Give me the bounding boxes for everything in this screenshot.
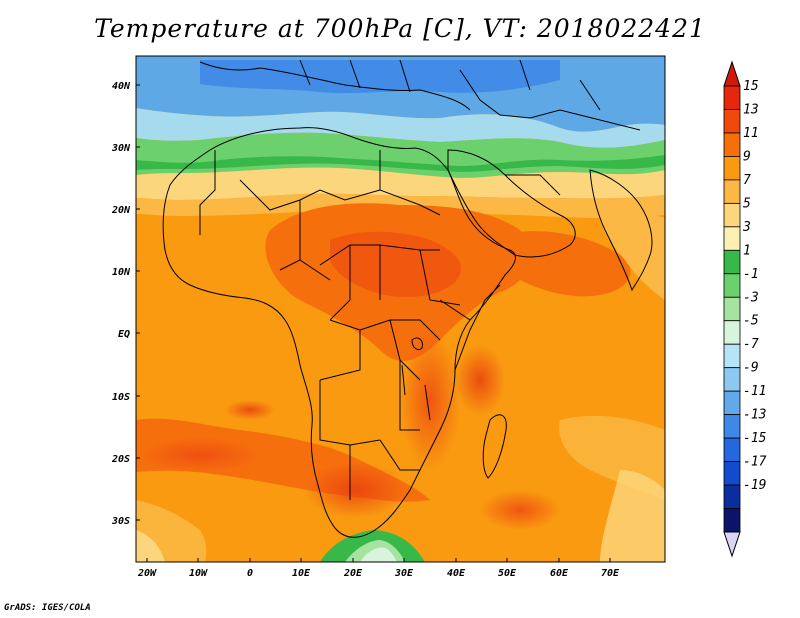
lon-tick-label: 10W [189, 568, 208, 579]
colorbar-bottom-arrow [723, 531, 741, 558]
colorbar-level-label: 3 [742, 220, 751, 235]
colorbar-level-label: 1 [743, 243, 751, 258]
lon-tick-label: 70E [601, 568, 620, 579]
colorbar-swatch [723, 132, 741, 157]
colorbar-level-label: 15 [743, 79, 759, 94]
lon-tick-label: 0 [247, 568, 253, 579]
colorbar-swatch [723, 109, 741, 134]
colorbar-swatch [723, 390, 741, 416]
colorbar-swatch [723, 85, 741, 110]
colorbar-level-label: -17 [743, 455, 767, 470]
colorbar-level-label: -9 [743, 361, 759, 376]
colorbar-legend: 15 13 11 9 7 5 3 1 -1 -3 -5 -7 -9 -11 -13 -15 -17 -19 [723, 60, 767, 558]
lon-tick-label: 20W [137, 568, 157, 579]
lat-tick-label: 30S [111, 516, 130, 527]
colorbar-swatch [723, 484, 741, 509]
colorbar-swatch [723, 273, 741, 298]
colorbar-swatch [723, 226, 741, 251]
colorbar-level-label: -7 [743, 337, 759, 352]
colorbar-level-label: 7 [743, 173, 751, 188]
colorbar-level-label: 11 [743, 126, 759, 141]
colorbar-swatch [723, 320, 741, 345]
lat-tick-label: 10S [112, 392, 130, 403]
map-frame [135, 55, 666, 563]
colorbar-level-label: 13 [743, 102, 759, 117]
lon-tick-label: 60E [550, 568, 569, 579]
lat-tick-label: 20S [111, 454, 130, 465]
colorbar-level-label: 9 [743, 149, 751, 164]
colorbar-swatch [723, 343, 741, 369]
lat-tick-label: 10N [112, 267, 131, 278]
credit-text: GrADS: IGES/COLA [4, 603, 91, 613]
colorbar-level-label: -5 [743, 314, 759, 329]
lat-tick-label: EQ [118, 329, 130, 340]
colorbar-swatch [723, 179, 741, 204]
colorbar-level-label: -19 [743, 478, 766, 493]
coastlines [162, 59, 653, 538]
colorbar-level-label: -15 [743, 431, 767, 446]
colorbar-level-label: -3 [743, 290, 759, 305]
lon-tick-label: 20E [343, 568, 363, 579]
lon-tick-label: 10E [292, 568, 311, 579]
lat-tick-label: 20N [111, 205, 131, 216]
colorbar-swatch [723, 508, 741, 533]
colorbar-swatch [723, 414, 741, 439]
colorbar-level-label: -1 [743, 267, 759, 282]
colorbar-level-label: 5 [743, 196, 751, 211]
temperature-field [136, 56, 665, 562]
map-title: Temperature at 700hPa [C], VT: 201802242… [94, 14, 706, 43]
colorbar-swatch [723, 296, 741, 322]
lon-tick-label: 40E [447, 568, 466, 579]
lat-tick-label: 30N [111, 143, 131, 154]
colorbar-swatch [723, 367, 741, 392]
colorbar-swatch [723, 156, 741, 181]
colorbar-swatch [723, 202, 741, 228]
lon-axis: 20W 10W 0 10E 20E 30E 40E 50E 60E 70E [137, 558, 620, 579]
colorbar-level-label: -13 [743, 408, 766, 423]
colorbar-swatch [723, 461, 741, 486]
lon-tick-label: 50E [498, 568, 517, 579]
colorbar-swatch [723, 437, 741, 462]
lat-axis: 40N 30N 20N 10N EQ 10S 20S 30S [111, 81, 140, 527]
colorbar-swatch [723, 249, 741, 275]
lon-tick-label: 30E [394, 568, 414, 579]
lat-tick-label: 40N [112, 81, 131, 92]
colorbar-top-arrow [723, 60, 741, 87]
colorbar-level-label: -11 [743, 384, 766, 399]
